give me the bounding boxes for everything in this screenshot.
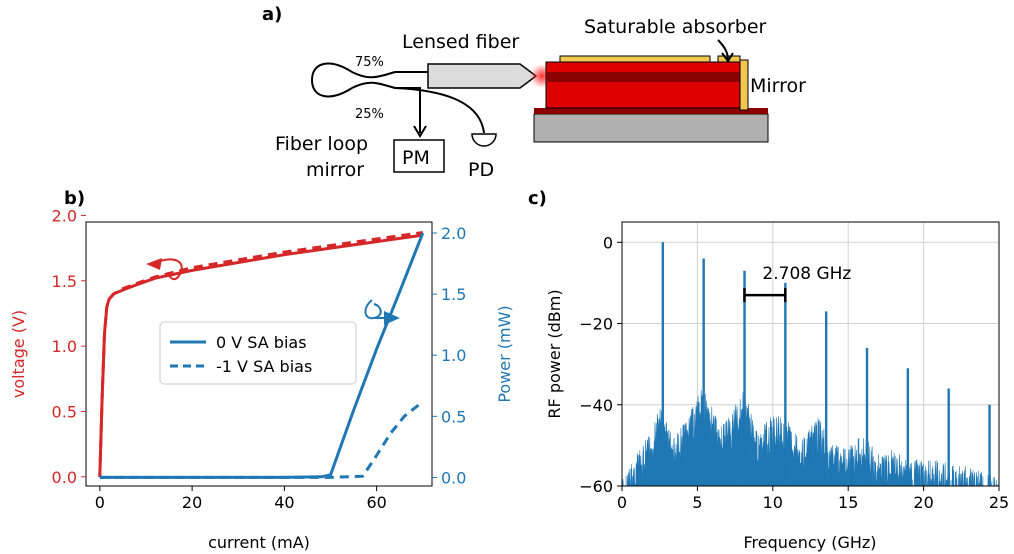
chart-b-ylabel-left: voltage (V): [9, 310, 28, 398]
chart-b-ylabel-right: Power (mW): [495, 305, 514, 402]
chart-c-xtick-label: 20: [913, 493, 933, 512]
chart-b-ytick-left-label: 1.5: [52, 272, 77, 291]
legend-entry-0: 0 V SA bias: [216, 333, 307, 352]
pm-label: PM: [402, 147, 430, 169]
sa-pointer: [717, 39, 729, 61]
panel-label-c: c): [528, 188, 547, 209]
split-75-label: 75%: [355, 55, 384, 70]
fiber-loop-mirror-label-1: Fiber loop: [275, 133, 368, 155]
chart-b-xtick-label: 40: [274, 493, 294, 512]
chart-b-ytick-left-label: 1.0: [52, 337, 77, 356]
lensed-fiber-icon: [427, 63, 538, 89]
legend-entry-1: -1 V SA bias: [216, 357, 312, 376]
chart-b-series-3-line: [99, 400, 424, 479]
power-meter-box: [393, 139, 445, 173]
lensed-fiber-label: Lensed fiber: [402, 31, 519, 53]
chart-c: c) 0 5 10 15 20 25 0 −20 −40 −60 Frequency (GHz)…: [528, 188, 1009, 552]
chart-c-ylabel: RF power (dBm): [545, 289, 564, 418]
chart-c-ytick-label: −40: [579, 396, 613, 415]
fiber-to-pd: [394, 87, 485, 134]
chart-b-ytick-right-label: 0.0: [441, 468, 466, 487]
chart-b-ytick-right-label: 0.5: [441, 407, 466, 426]
gain-contact: [559, 55, 711, 63]
chart-c-annotation-label: 2.708 GHz: [762, 264, 851, 284]
sa-arrow: [721, 52, 734, 63]
chart-c-xtick-label: 25: [989, 493, 1009, 512]
panel-label-b: b): [64, 188, 85, 209]
bottom-contact: [534, 108, 768, 114]
legend-box: [159, 321, 357, 385]
schematic-panel: a) 75% 25% Lensed fiber Saturable absorb…: [262, 4, 806, 181]
voltage-arrow-head: [146, 258, 162, 270]
voltage-axis-arrow: [151, 258, 183, 280]
chart-c-xlabel: Frequency (GHz): [743, 533, 876, 552]
chart-b: b) 0 20 40 60 0.0 0.5 1.0 1.5 2.0 0.0 0.5 1.0 1.5 2…: [9, 188, 514, 552]
photodiode-icon: [471, 133, 497, 147]
saturable-absorber-label: Saturable absorber: [584, 16, 767, 38]
chart-c-frame: [621, 221, 1000, 487]
chart-c-xtick-label: 0: [617, 493, 627, 512]
substrate: [533, 113, 769, 143]
pd-label: PD: [468, 159, 494, 181]
laser-chip: [545, 61, 741, 109]
arrow-to-pm: [413, 125, 427, 138]
chart-b-xtick-label: 0: [95, 493, 105, 512]
chart-b-xlabel: current (mA): [208, 533, 310, 552]
chart-b-xtick-label: 60: [366, 493, 386, 512]
mirror-label: Mirror: [750, 75, 806, 97]
chart-b-ytick-right-label: 1.5: [441, 285, 466, 304]
fiber-loop-mirror-label-2: mirror: [306, 159, 364, 181]
chart-b-xtick-label: 20: [182, 493, 202, 512]
active-layer: [546, 72, 740, 82]
chart-c-xtick-label: 10: [763, 493, 783, 512]
chart-b-ytick-right-label: 1.0: [441, 346, 466, 365]
chart-c-ytick-label: −20: [579, 315, 613, 334]
power-axis-arrow: [364, 299, 382, 320]
chart-b-ytick-left-label: 0.5: [52, 403, 77, 422]
chart-b-ytick-left-label: 2.0: [52, 206, 77, 225]
chart-b-legend: 0 V SA bias -1 V SA bias: [159, 321, 357, 385]
fiber-loop: [310, 62, 353, 98]
chart-b-ytick-left-label: 0.0: [52, 468, 77, 487]
chart-b-ytick-right-label: 2.0: [441, 224, 466, 243]
chart-c-xtick-label: 15: [838, 493, 858, 512]
mirror-coating: [739, 59, 749, 111]
chart-b-series-1-line: [98, 231, 424, 477]
panel-label-a: a): [262, 4, 282, 25]
chart-c-ytick-label: −60: [579, 477, 613, 496]
chart-c-spectrum-area: [622, 385, 999, 486]
chart-c-xtick-label: 5: [692, 493, 702, 512]
split-25-label: 25%: [355, 107, 384, 122]
chart-b-frame: [85, 221, 433, 487]
chart-c-ytick-label: 0: [603, 233, 613, 252]
fiber-upper: [351, 71, 428, 79]
power-arrow-head: [384, 311, 400, 325]
